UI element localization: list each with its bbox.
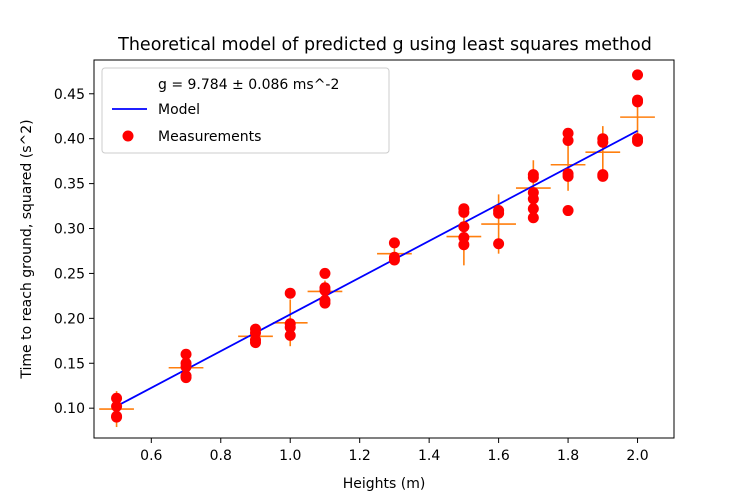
measurement-point [180,372,192,384]
measurement-point [319,267,331,279]
measurement-point [319,297,331,309]
y-tick-label: 0.30 [54,222,85,238]
model-line [116,129,638,407]
chart-title: Theoretical model of predicted g using l… [117,35,652,55]
measurement-point [458,206,470,218]
legend-box [101,67,390,154]
measurement-point [284,329,296,341]
measurement-point [111,411,123,423]
x-tick-label: 0.6 [140,448,162,464]
measurement-point [180,361,192,373]
y-axis-ticks: 0.10 0.15 0.20 0.25 0.30 0.35 0.40 0.45 [54,87,94,417]
measurement-point [632,69,644,81]
measurement-point [319,285,331,297]
x-tick-label: 1.8 [557,448,579,464]
measurement-point [527,203,539,215]
measurement-point [388,237,400,249]
measurement-point [527,193,539,205]
x-axis-label: Heights (m) [343,476,426,492]
x-tick-label: 1.0 [279,448,301,464]
x-axis-ticks: 0.6 0.8 1.0 1.2 1.4 1.6 1.8 2.0 [140,438,649,464]
x-tick-label: 1.4 [418,448,440,464]
legend-measurements-swatch [122,130,134,142]
y-tick-label: 0.45 [54,87,85,103]
measurement-point [527,212,539,224]
measurement-point [632,96,644,108]
measurement-point [458,239,470,251]
measurement-points [111,69,644,423]
legend-label-g-value: g = 9.784 ± 0.086 ms^-2 [158,77,339,93]
plot-area [99,69,655,428]
y-tick-label: 0.10 [54,401,85,417]
legend-label-model: Model [158,102,200,118]
plot-frame [93,59,675,439]
legend: g = 9.784 ± 0.086 ms^-2 Model Measuremen… [101,67,390,154]
x-tick-label: 1.6 [487,448,509,464]
measurement-point [458,221,470,233]
measurement-point [388,254,400,266]
x-tick-label: 1.2 [349,448,371,464]
legend-label-measurements: Measurements [158,129,261,145]
measurement-point [597,170,609,182]
measurement-point [632,135,644,147]
y-tick-label: 0.35 [54,177,85,193]
error-bar [550,138,586,191]
x-tick-label: 0.8 [210,448,232,464]
measurement-point [493,238,505,250]
measurement-point [527,171,539,183]
measurement-point [284,287,296,299]
measurement-point [284,321,296,333]
measurement-point [562,134,574,146]
x-tick-label: 2.0 [626,448,648,464]
y-tick-label: 0.15 [54,356,85,372]
y-tick-label: 0.40 [54,132,85,148]
y-axis-label: Time to reach ground, squared (s^2) [19,119,35,379]
measurement-point [249,337,261,349]
y-tick-label: 0.20 [54,311,85,327]
measurement-point [493,207,505,219]
measurement-point [111,392,123,404]
measurement-point [597,136,609,148]
y-tick-label: 0.25 [54,266,85,282]
measurement-point [562,170,574,182]
measurement-point [111,400,123,412]
measurement-point [562,205,574,217]
measurement-point [180,348,192,360]
